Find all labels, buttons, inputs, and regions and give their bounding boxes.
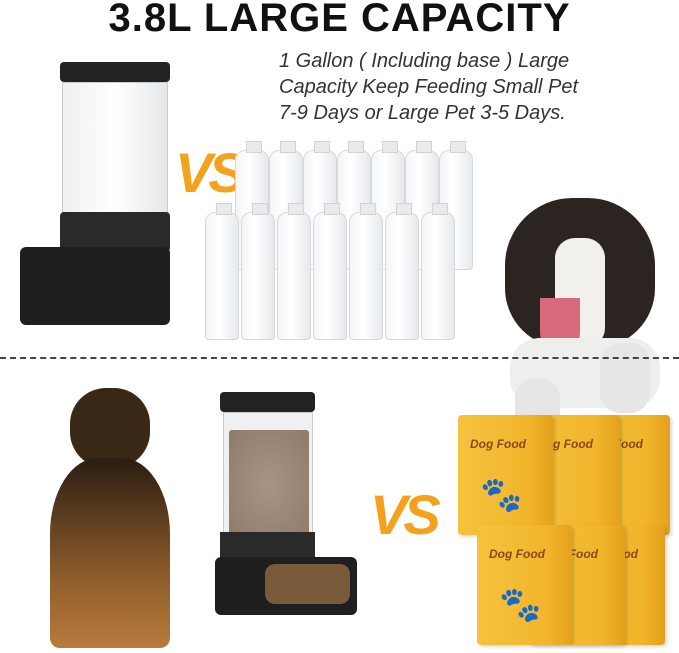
bag-label: Dog Food: [470, 437, 526, 451]
paw-icon: 🐾: [499, 586, 542, 624]
filled-feeder-image: [215, 392, 357, 617]
capacity-description: 1 Gallon ( Including base ) Large Capaci…: [279, 48, 578, 126]
paw-icon: 🐾: [480, 476, 523, 514]
empty-feeder-image: [20, 62, 170, 327]
vs-label: VS: [175, 141, 246, 204]
water-bottles-image: [205, 141, 485, 345]
bag-label: Dog Food: [489, 547, 545, 561]
description-line: 1 Gallon ( Including base ) Large: [279, 50, 570, 72]
vs-label: VS: [370, 483, 441, 546]
headline-title: 3.8L LARGE CAPACITY: [108, 0, 571, 40]
dog-image: [485, 198, 679, 443]
dog-food-bags-image: Dog Food Dog Food Dog Food🐾 Dog Food Dog…: [455, 415, 670, 650]
description-line: Capacity Keep Feeding Small Pet: [279, 76, 579, 98]
puppy-image: [40, 388, 180, 650]
section-divider: [0, 357, 679, 359]
description-line: 7-9 Days or Large Pet 3-5 Days.: [279, 102, 566, 124]
